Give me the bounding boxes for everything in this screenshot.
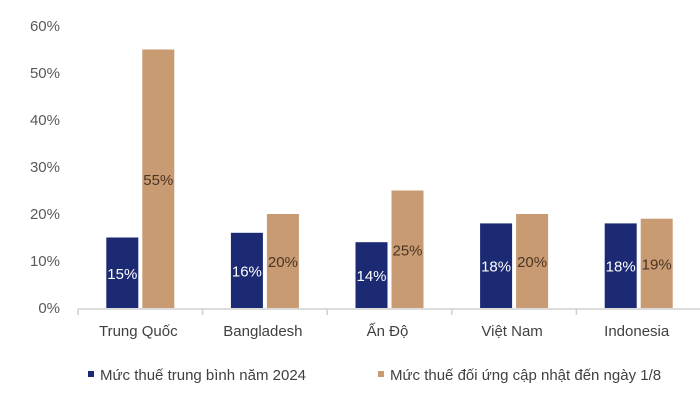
legend-label: Mức thuế đối ứng cập nhật đến ngày 1/8 [390, 367, 661, 384]
bar-avg-2024 [604, 223, 637, 308]
y-tick-label: 50% [30, 65, 60, 82]
bar-reciprocal [516, 214, 549, 308]
legend-label: Mức thuế trung bình năm 2024 [100, 367, 306, 384]
bar-avg-2024 [106, 237, 139, 308]
data-label: 55% [143, 172, 173, 189]
y-tick-label: 40% [30, 112, 60, 129]
category-label: Việt Nam [481, 323, 542, 340]
category-label: Ấn Độ [367, 323, 409, 340]
data-label: 20% [268, 254, 298, 271]
data-label: 15% [107, 266, 137, 283]
category-label: Indonesia [604, 323, 670, 340]
bar-avg-2024 [230, 232, 263, 308]
category-label: Bangladesh [223, 323, 302, 340]
bar-reciprocal [266, 214, 299, 308]
bar-reciprocal [142, 49, 175, 308]
bar-avg-2024 [480, 223, 513, 308]
y-tick-label: 10% [30, 253, 60, 270]
y-tick-label: 20% [30, 206, 60, 223]
y-tick-label: 30% [30, 159, 60, 176]
bar-reciprocal [640, 218, 673, 308]
data-label: 25% [392, 242, 422, 259]
category-label: Trung Quốc [99, 323, 178, 340]
legend-marker [378, 371, 384, 377]
y-tick-label: 60% [30, 18, 60, 35]
data-label: 16% [232, 263, 262, 280]
data-label: 14% [356, 268, 386, 285]
bar-reciprocal [391, 190, 424, 308]
legend-marker [88, 371, 94, 377]
data-label: 20% [517, 254, 547, 271]
bar-avg-2024 [355, 242, 388, 308]
data-label: 18% [606, 259, 636, 276]
y-tick-label: 0% [38, 300, 60, 317]
data-label: 19% [642, 256, 672, 273]
data-label: 18% [481, 259, 511, 276]
